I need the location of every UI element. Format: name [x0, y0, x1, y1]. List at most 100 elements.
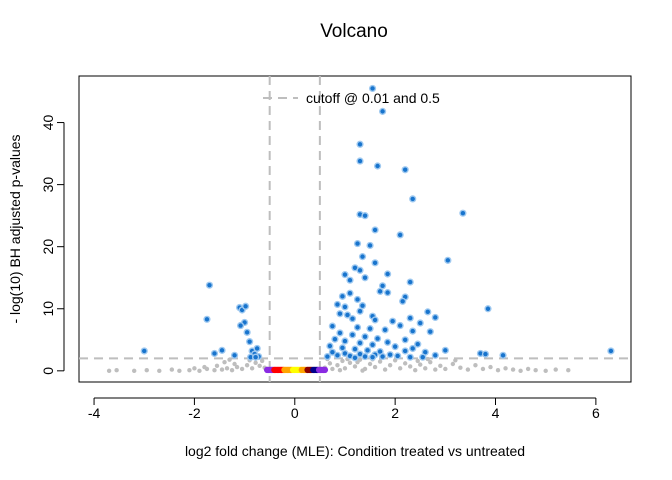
significant-point — [409, 327, 417, 335]
significant-point — [431, 351, 439, 359]
significant-point-dot — [342, 338, 348, 344]
y-axis: 0 10 20 30 40 — [40, 115, 65, 375]
significant-point-dot — [402, 348, 408, 354]
significant-point-dot — [380, 283, 385, 288]
significant-point-dot — [357, 340, 363, 346]
significant-point-dot — [370, 342, 375, 347]
nonsignificant-point — [202, 364, 207, 370]
significant-point-dot — [385, 271, 390, 277]
significant-point-dot — [360, 254, 365, 259]
significant-point — [333, 351, 342, 359]
significant-point — [414, 340, 422, 348]
significant-point — [140, 347, 148, 355]
significant-point-dot — [342, 272, 348, 277]
nonsignificant-point — [177, 368, 182, 374]
significant-point — [336, 329, 344, 337]
significant-point-dot — [402, 337, 408, 342]
nonsignificant-point — [224, 366, 230, 371]
nonsignificant-point — [144, 368, 149, 373]
nonsignificant-point — [229, 368, 235, 373]
nonsignificant-point — [239, 366, 245, 372]
significant-point-dot — [485, 306, 491, 311]
significant-point — [331, 335, 339, 343]
significant-point — [346, 289, 354, 297]
density-core — [263, 366, 329, 374]
significant-point — [356, 307, 364, 315]
significant-point — [386, 351, 394, 359]
significant-point — [243, 328, 251, 336]
significant-point — [441, 346, 449, 354]
nonsignificant-point — [257, 363, 262, 369]
significant-point — [484, 305, 492, 313]
significant-point — [396, 231, 404, 239]
significant-point — [356, 157, 364, 165]
significant-point-dot — [204, 317, 210, 322]
significant-point-dot — [375, 163, 380, 169]
significant-point-dot — [325, 354, 330, 359]
significant-point-dot — [362, 213, 368, 218]
significant-point-dot — [367, 326, 373, 331]
y-tick-label: 30 — [40, 177, 56, 193]
significant-point-dot — [390, 318, 395, 324]
y-tick-label: 10 — [40, 301, 56, 317]
x-axis-label: log2 fold change (MLE): Condition treate… — [185, 443, 525, 459]
significant-point — [336, 310, 344, 318]
nonsignificant-point — [367, 361, 373, 367]
nonsignificant-point — [259, 358, 265, 364]
nonsignificant-point — [106, 368, 112, 374]
significant-point — [379, 282, 387, 290]
nonsignificant-point — [372, 364, 378, 370]
significant-point — [368, 84, 377, 93]
nonsignificant-point — [232, 361, 237, 367]
significant-point — [426, 328, 434, 336]
significant-point-dot — [345, 312, 350, 318]
nonsignificant-point — [342, 366, 348, 371]
nonsignificant-point — [465, 367, 471, 372]
nonsignificant-point — [397, 366, 403, 371]
significant-point — [384, 270, 392, 278]
significant-point — [230, 351, 239, 359]
significant-point-dot — [397, 323, 403, 328]
significant-point — [371, 316, 379, 324]
significant-point-dot — [355, 297, 360, 302]
nonsignificant-point — [253, 360, 258, 365]
significant-point — [394, 352, 402, 360]
nonsignificant-point — [249, 366, 255, 371]
significant-point-dot — [418, 320, 423, 326]
significant-point — [401, 166, 409, 174]
significant-point-dot — [330, 350, 335, 355]
significant-point — [246, 338, 254, 346]
nonsignificant-point — [525, 366, 531, 372]
significant-point-dot — [380, 109, 385, 114]
significant-point — [409, 344, 417, 353]
significant-point — [348, 331, 357, 339]
significant-point-dot — [365, 348, 370, 353]
nonsignificant-point — [443, 366, 448, 372]
significant-point — [252, 353, 260, 361]
significant-point — [366, 241, 374, 250]
nonsignificant-point — [450, 361, 456, 367]
nonsignificant-point — [510, 367, 516, 372]
significant-point-dot — [357, 142, 363, 147]
significant-point-dot — [357, 268, 363, 273]
significant-point-dot — [375, 336, 380, 341]
significant-point — [341, 337, 349, 345]
significant-point-dot — [335, 302, 340, 307]
nonsignificant-point — [423, 366, 428, 371]
significant-point — [406, 278, 414, 286]
significant-point-dot — [410, 346, 415, 351]
significant-point — [346, 276, 354, 284]
nonsignificant-point — [473, 363, 478, 368]
significant-point — [391, 343, 399, 351]
significant-point — [353, 295, 362, 304]
significant-point — [356, 339, 364, 347]
significant-point-dot — [478, 351, 483, 356]
significant-point — [416, 319, 424, 327]
nonsignificant-point — [244, 363, 250, 368]
significant-point-dot — [420, 354, 425, 360]
nonsignificant-point — [438, 363, 443, 369]
nonsignificant-point — [428, 359, 433, 365]
significant-points — [140, 84, 615, 362]
significant-point — [338, 292, 347, 300]
x-tick-label: -2 — [188, 405, 201, 421]
